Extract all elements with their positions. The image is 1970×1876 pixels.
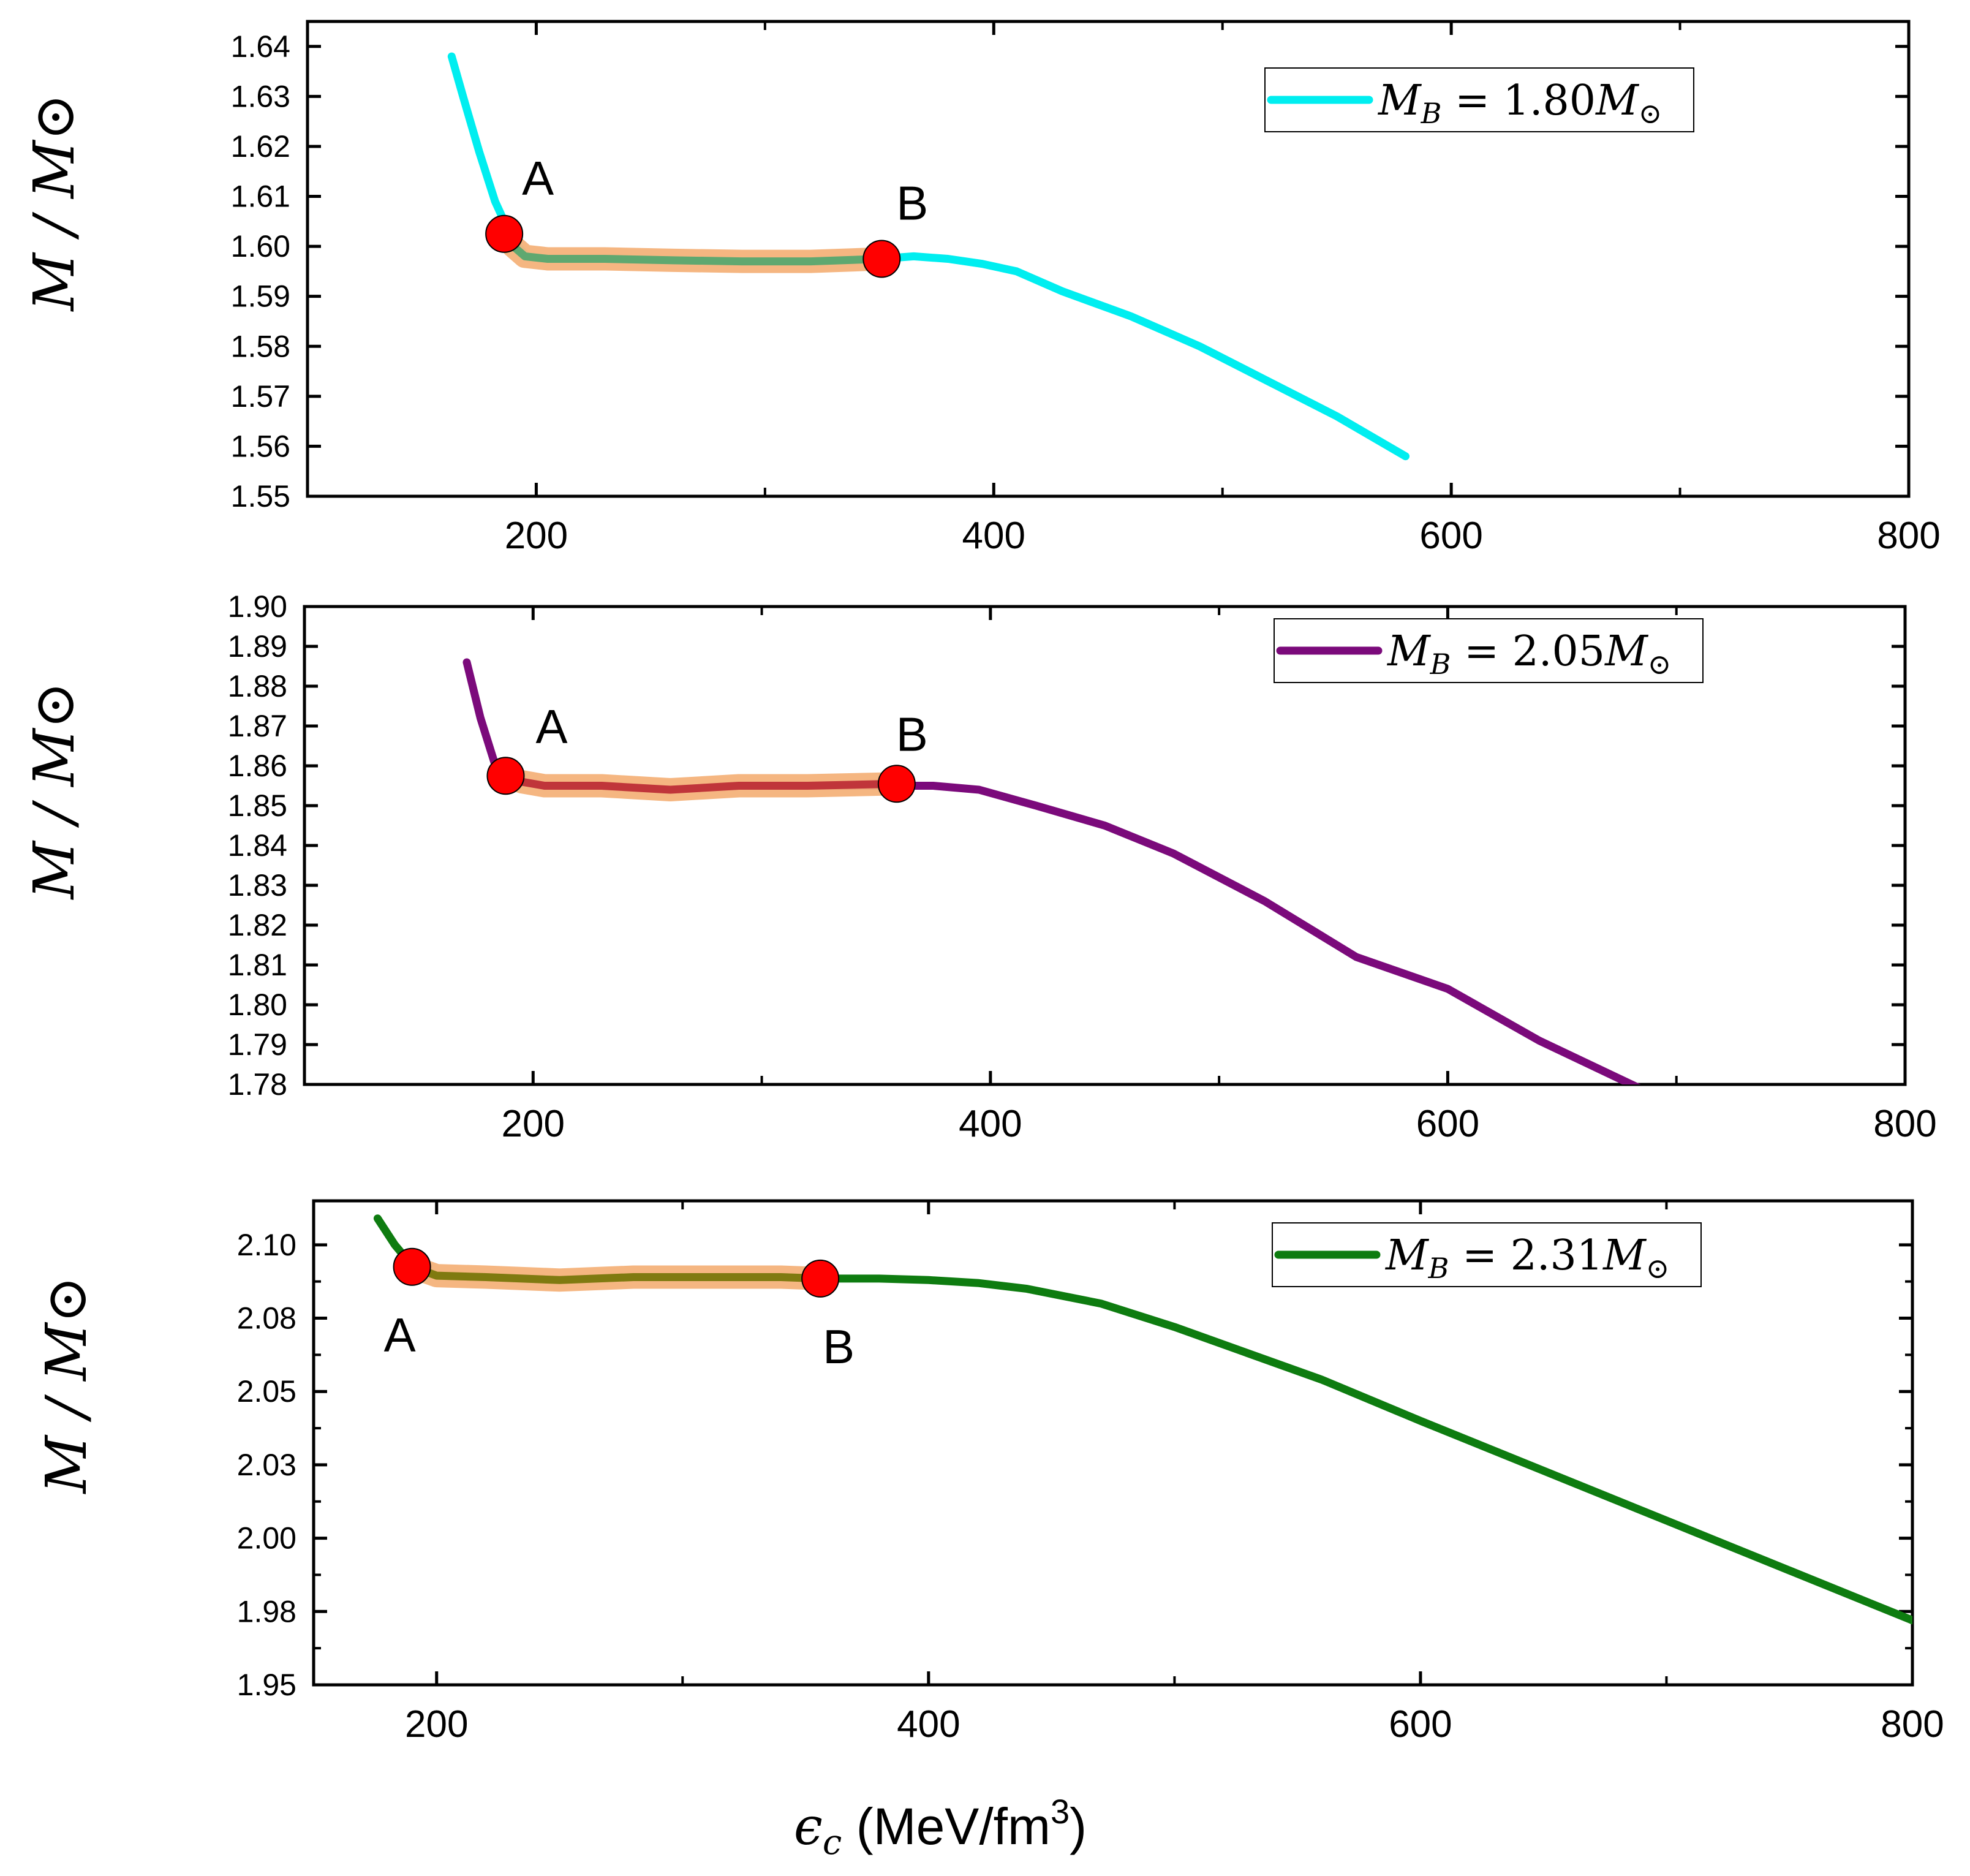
y-tick-label: 1.79 [228,1027,287,1062]
plateau-line [502,771,901,794]
y-tick-label: 1.98 [237,1594,296,1628]
point-marker-b [862,240,901,278]
plot-data [462,658,1641,1084]
y-tick-label: 1.95 [237,1668,296,1702]
x-tick-label: 400 [897,1703,960,1746]
y-tick-label: 1.88 [228,669,287,703]
point-label-a: A [522,151,554,205]
y-tick-label: 2.05 [237,1374,296,1409]
point-marker-b [801,1259,840,1298]
y-tick-label: 1.78 [228,1067,287,1102]
y-tick-label: 1.63 [231,79,290,113]
y-tick-label: 1.89 [228,629,287,664]
plot-frame [306,20,1911,498]
x-tick-label: 400 [959,1103,1022,1145]
x-tick-label: 200 [405,1703,468,1746]
y-tick-label: 1.59 [231,279,290,314]
point-marker-a [486,757,525,795]
y-tick-label: 2.00 [237,1521,296,1556]
x-axis-title-units: (MeV/fm [842,1798,1051,1855]
legend-label: MB = 2.05M⊙ [1386,627,1671,681]
y-tick-label: 1.80 [228,988,287,1022]
y-tick-label: 2.10 [237,1228,296,1262]
x-tick-label: 600 [1389,1703,1452,1746]
x-tick-label: 600 [1416,1103,1479,1145]
y-tick-label: 1.55 [231,479,290,513]
x-tick-label: 600 [1419,515,1482,557]
legend: MB = 1.80M⊙ [1264,67,1694,132]
y-tick-label: 1.90 [228,589,287,624]
point-label-b: B [896,176,928,230]
plot-data [373,1214,1912,1625]
point-label-a: A [384,1308,416,1362]
y-tick-label: 1.60 [231,229,290,263]
plateau-line [500,230,886,266]
panel-top: 1.55 1.56 1.57 1.58 1.59 1.60 1.61 1.62 1.63 1.64… [21,20,1941,557]
y-tick-label: 1.56 [231,429,290,463]
x-axis-title-superscript: 3 [1051,1792,1070,1831]
point-label-a: A [535,699,567,753]
legend: MB = 2.31M⊙ [1272,1222,1702,1287]
x-axis-title-symbol: ϵ [794,1796,823,1856]
y-tick-label: 1.64 [231,29,290,64]
y-tick-label: 1.82 [228,908,287,942]
panel-bottom: 1.95 1.98 2.00 2.03 2.05 2.08 2.10 200 400 600 800… [34,1199,1944,1746]
y-tick-label: 1.81 [228,948,287,982]
y-tick-label: 2.03 [237,1448,296,1482]
y-tick-label: 1.85 [228,789,287,823]
legend-label: MB = 2.31M⊙ [1384,1231,1669,1285]
panel-middle: 1.78 1.79 1.80 1.81 1.82 1.83 1.84 1.85 1.86 1.87… [21,589,1937,1145]
plateau-line [408,1263,825,1284]
x-axis-title-close: ) [1070,1798,1087,1855]
x-tick-label: 400 [962,515,1025,557]
y-tick-label: 1.61 [231,180,290,214]
x-tick-label: 200 [502,1103,565,1145]
x-tick-label: 800 [1873,1103,1936,1145]
x-axis-title: ϵc (MeV/fm3) [794,1792,1087,1863]
point-marker-a [393,1247,431,1286]
point-marker-a [485,214,524,253]
series-line [462,658,1641,1084]
x-tick-label: 800 [1877,515,1940,557]
y-tick-label: 1.84 [228,828,287,863]
x-tick-label: 800 [1881,1703,1944,1746]
y-tick-label: 2.08 [237,1301,296,1336]
point-label-b: B [896,707,928,761]
y-tick-label: 1.57 [231,379,290,414]
y-axis-title: M / M⊙ [21,682,87,901]
legend-label: MB = 1.80M⊙ [1377,77,1662,130]
plot-frame [312,1199,1914,1687]
plot-data [447,52,1410,461]
legend: MB = 2.05M⊙ [1274,618,1704,683]
y-tick-label: 1.87 [228,709,287,743]
x-tick-label: 200 [505,515,568,557]
point-label-b: B [823,1320,855,1374]
x-axis-title-subscript: c [823,1823,842,1863]
y-axis-title: M / M⊙ [21,94,87,312]
y-tick-label: 1.83 [228,868,287,902]
point-marker-b [877,765,916,803]
y-axis-title: M / M⊙ [34,1276,99,1495]
y-tick-label: 1.58 [231,329,290,363]
y-tick-label: 1.62 [231,129,290,164]
y-tick-label: 1.86 [228,749,287,783]
